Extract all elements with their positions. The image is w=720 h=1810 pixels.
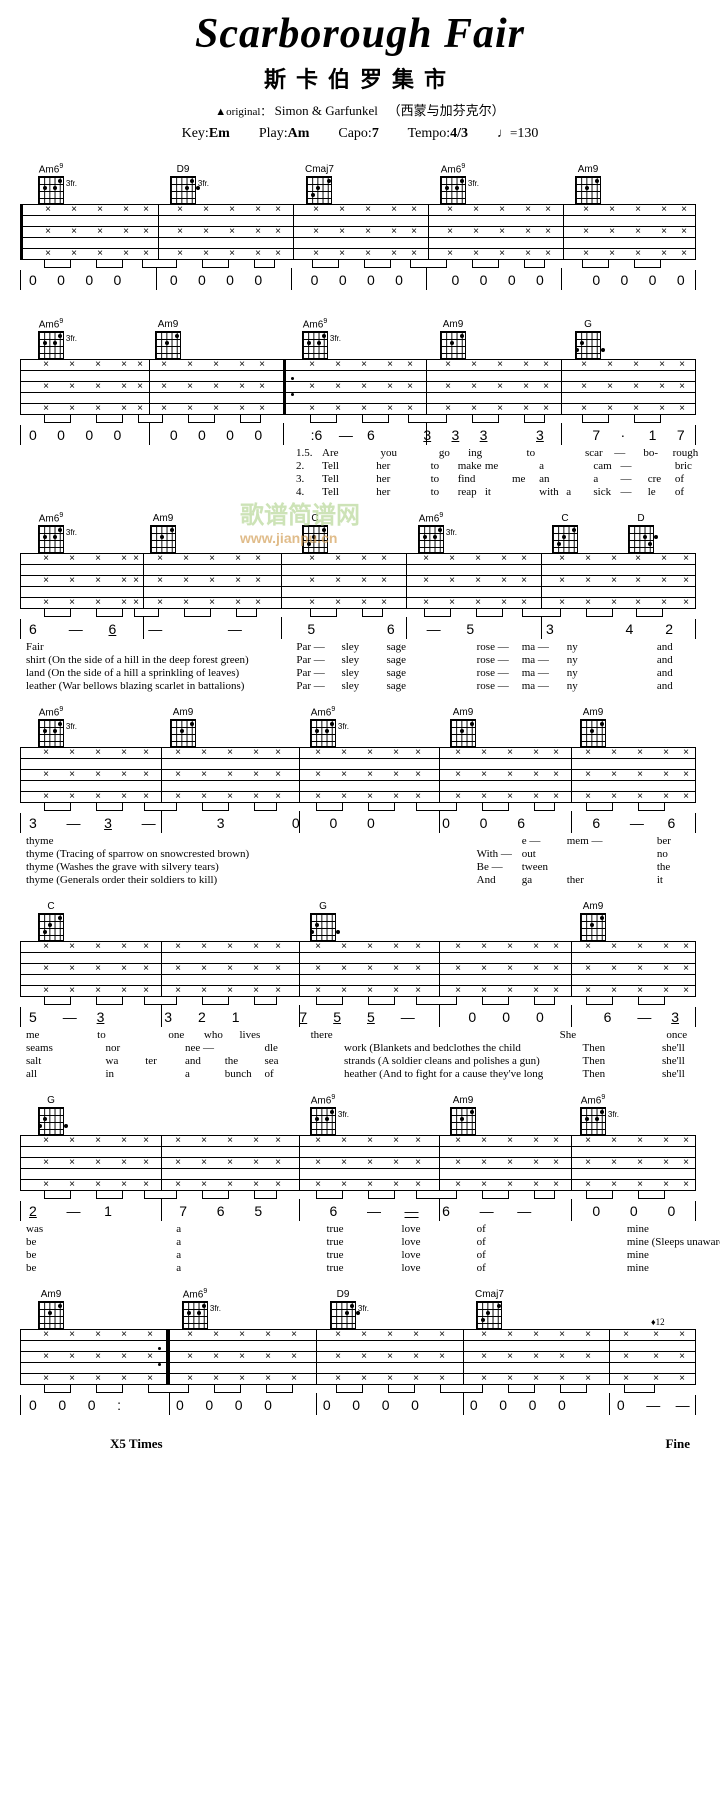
chord-diagram: Am693fr.	[310, 1094, 336, 1135]
lyrics: 1.5.Areyougoingtoscar—bo-rough2.Tellhert…	[20, 447, 700, 499]
original-artist: Simon & Garfunkel	[275, 103, 378, 118]
lyrics: FairPar —sleysagerose —ma —nyandshirt (O…	[20, 641, 700, 693]
chord-diagram: D93fr.	[330, 1289, 356, 1329]
capo-value: 7	[372, 126, 379, 141]
system: GAm693fr.Am9Am693fr.××××××××××××××××××××…	[20, 1087, 700, 1275]
chord-diagram: Am9	[450, 707, 476, 747]
capo-label: Capo:	[338, 126, 371, 141]
chord-diagram: G	[38, 1095, 64, 1135]
key-value: Em	[209, 126, 230, 141]
play-value: Am	[288, 126, 310, 141]
jianpu-row: 000:0000000000000——	[20, 1395, 696, 1415]
key-label: Key:	[182, 126, 209, 141]
chord-diagram: Am9	[575, 164, 601, 204]
chord-diagram: Am693fr.	[302, 318, 328, 359]
chord-diagram: Cmaj7	[475, 1289, 504, 1329]
jianpu-row: 5—3321755—0006—3	[20, 1007, 696, 1027]
jianpu-row: 00000000:6—633337·17	[20, 425, 696, 445]
systems: Am693fr.D93fr.Cmaj7Am693fr.Am9××××××××××…	[20, 156, 700, 1430]
jianpu-row: 2—17656——6——000	[20, 1201, 696, 1221]
chord-diagram: D	[628, 513, 654, 553]
chord-diagram: Am693fr.	[580, 1094, 606, 1135]
song-subtitle: 斯卡伯罗集市	[20, 62, 700, 94]
chord-diagram: Am9	[150, 513, 176, 553]
jianpu-row: 6—6——56—5342	[20, 619, 696, 639]
chord-diagram: Am9	[155, 319, 181, 359]
credit-line: ▲original： Simon & Garfunkel （西蒙与加芬克尔）	[20, 100, 700, 119]
chord-diagram: Am693fr.	[310, 706, 336, 747]
chord-diagram: C	[552, 513, 578, 553]
system: Am693fr.Am9Am693fr.Am9Am9×××××××××××××××…	[20, 699, 700, 887]
play-label: Play:	[259, 126, 288, 141]
chord-diagram: Am693fr.	[38, 512, 64, 553]
chord-diagram: Am9	[440, 319, 466, 359]
song-title: Scarborough Fair	[20, 10, 700, 58]
lyrics: wasatrueloveofminebeatrueloveofmine (Sle…	[20, 1223, 700, 1275]
chord-diagram: Am693fr.	[38, 163, 64, 204]
chord-diagram: D93fr.	[170, 164, 196, 204]
jianpu-row: 00000000000000000000	[20, 270, 696, 290]
footer-left: X5 Times	[110, 1436, 163, 1452]
chord-diagram: G	[575, 319, 601, 359]
chord-diagram: Am693fr.	[38, 318, 64, 359]
chord-diagram: C	[302, 513, 328, 553]
footer: X5 Times Fine	[20, 1436, 700, 1452]
original-artist-cn: （西蒙与加芬克尔）	[388, 103, 505, 118]
lyrics: thymee —mem —berthyme (Tracing of sparro…	[20, 835, 700, 887]
chord-diagram: G	[310, 901, 336, 941]
meta-row: Key:Em Play:Am Capo:7 Tempo:4/3 ♩=130	[20, 125, 700, 142]
system: Am693fr.Am9CAm693fr.CD××××××××××××××××××…	[20, 505, 700, 693]
lyrics: metoonewholivesthereSheonceseamsnornee —…	[20, 1029, 700, 1081]
system: Am693fr.D93fr.Cmaj7Am693fr.Am9××××××××××…	[20, 156, 700, 305]
tempo-value: 4/3	[450, 126, 468, 141]
chord-diagram: Am693fr.	[418, 512, 444, 553]
chord-diagram: Am9	[450, 1095, 476, 1135]
chord-diagram: Am9	[580, 707, 606, 747]
bpm-symbol: ♩=	[497, 125, 517, 140]
system: Am693fr.Am9Am693fr.Am9G×××××××××××××××××…	[20, 311, 700, 499]
original-label: ▲original：	[215, 106, 271, 118]
chord-diagram: Am693fr.	[182, 1288, 208, 1329]
chord-diagram: Am9	[580, 901, 606, 941]
chord-diagram: Am9	[170, 707, 196, 747]
tempo-label: Tempo:	[408, 126, 451, 141]
footer-right: Fine	[665, 1436, 690, 1452]
bpm-value: 130	[517, 126, 538, 141]
chord-diagram: Am693fr.	[440, 163, 466, 204]
chord-diagram: Am693fr.	[38, 706, 64, 747]
system: Am9Am693fr.D93fr.Cmaj7××××××××××××××××××…	[20, 1281, 700, 1430]
chord-diagram: C	[38, 901, 64, 941]
chord-diagram: Am9	[38, 1289, 64, 1329]
jianpu-row: 3—3—30000066—6	[20, 813, 696, 833]
system: CGAm9×××××××××××××××××××××××××××××××××××…	[20, 893, 700, 1081]
chord-diagram: Cmaj7	[305, 164, 334, 204]
